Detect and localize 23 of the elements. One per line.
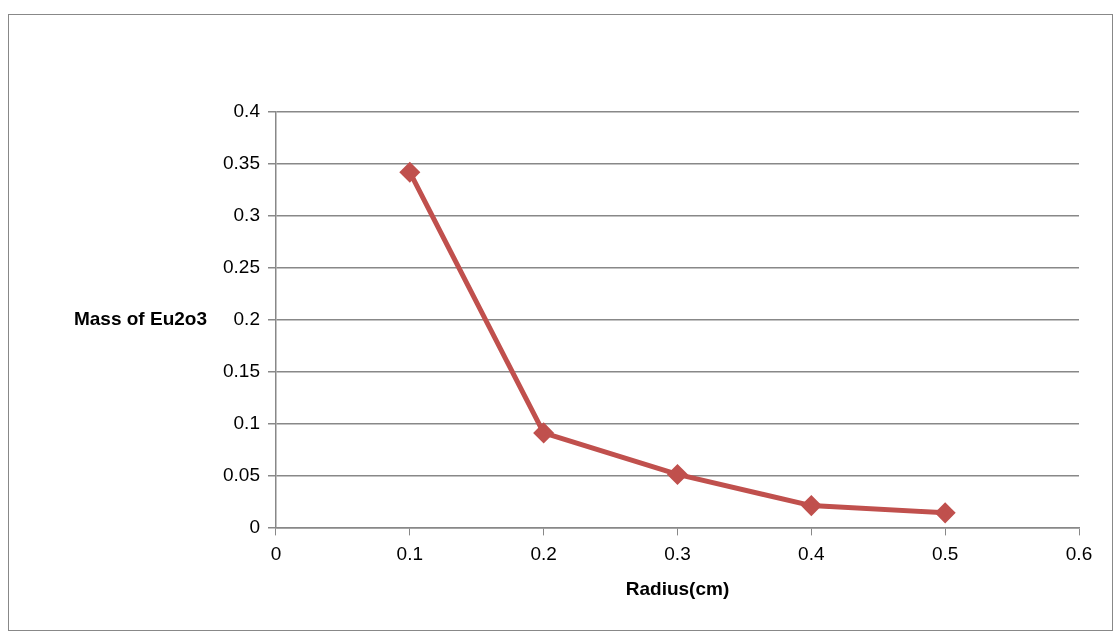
y-tick-label: 0.35 [223,152,260,174]
y-tick-label: 0.25 [223,256,260,278]
y-axis-title: Mass of Eu2o3 [73,307,207,329]
y-tick-label: 0 [249,515,260,537]
y-tick-label: 0.4 [233,100,261,122]
x-tick-label: 0.6 [1065,543,1093,565]
y-tick-label: 0.3 [233,204,260,226]
x-tick-label: 0.3 [664,543,691,565]
point [801,496,821,516]
y-tick-label: 0.2 [233,307,260,329]
x-tick-label: 0.2 [530,543,557,565]
y-tick-label: 0.1 [233,411,260,433]
y-tick-label: 0.05 [223,463,260,485]
point [667,464,687,484]
point [400,162,420,182]
x-tick-label: 0.4 [798,543,825,565]
point [534,423,554,443]
x-axis-title: Radius(cm) [625,577,730,599]
x-tick-label: 0.5 [931,543,959,565]
x-tick-label: 0 [270,543,282,565]
point [935,503,955,523]
y-tick-label: 0.15 [223,359,260,381]
x-tick-label: 0.1 [396,543,424,565]
